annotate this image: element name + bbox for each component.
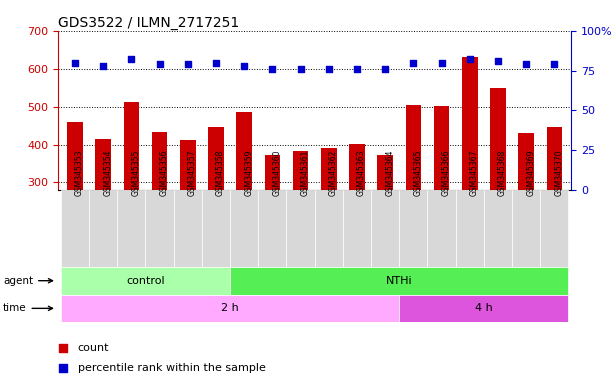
Bar <box>484 190 512 267</box>
Bar <box>343 190 371 267</box>
Text: GSM345356: GSM345356 <box>159 150 169 196</box>
Point <box>465 56 475 63</box>
Bar <box>399 190 428 267</box>
Point <box>409 60 419 66</box>
Point <box>324 66 334 72</box>
Text: GDS3522 / ILMN_2717251: GDS3522 / ILMN_2717251 <box>58 16 240 30</box>
Text: time: time <box>3 303 53 313</box>
Text: GSM345363: GSM345363 <box>357 150 366 196</box>
Bar <box>174 190 202 267</box>
Bar <box>230 267 568 295</box>
Bar <box>518 133 534 190</box>
Point <box>268 66 277 72</box>
Point <box>380 66 390 72</box>
Bar <box>321 148 337 190</box>
Point <box>352 66 362 72</box>
Text: 4 h: 4 h <box>475 303 492 313</box>
Text: GSM345369: GSM345369 <box>526 150 535 196</box>
Text: GSM345365: GSM345365 <box>414 150 422 196</box>
Point <box>211 60 221 66</box>
Text: GSM345357: GSM345357 <box>188 150 197 196</box>
Bar <box>428 190 456 267</box>
Point <box>437 60 447 66</box>
Bar <box>258 190 287 267</box>
Bar <box>540 190 568 267</box>
Text: GSM345358: GSM345358 <box>216 150 225 196</box>
Text: GSM345359: GSM345359 <box>244 150 253 196</box>
Bar <box>434 106 449 190</box>
Point <box>549 61 559 67</box>
Bar <box>89 190 117 267</box>
Bar <box>180 140 196 190</box>
Bar <box>349 144 365 190</box>
Text: GSM345362: GSM345362 <box>329 150 338 196</box>
Bar <box>406 105 421 190</box>
Point <box>58 365 68 371</box>
Bar <box>462 57 478 190</box>
Text: GSM345370: GSM345370 <box>554 150 563 196</box>
Text: GSM345364: GSM345364 <box>385 150 394 196</box>
Bar <box>456 190 484 267</box>
Bar <box>208 127 224 190</box>
Point <box>155 61 164 67</box>
Text: NTHi: NTHi <box>386 276 412 286</box>
Bar <box>61 267 230 295</box>
Bar <box>61 295 399 322</box>
Bar <box>152 132 167 190</box>
Bar <box>236 111 252 190</box>
Bar <box>490 88 506 190</box>
Text: GSM345368: GSM345368 <box>498 150 507 196</box>
Point <box>58 345 68 351</box>
Point <box>70 60 80 66</box>
Point <box>296 66 306 72</box>
Bar <box>67 122 82 190</box>
Text: control: control <box>126 276 165 286</box>
Text: 2 h: 2 h <box>221 303 239 313</box>
Text: percentile rank within the sample: percentile rank within the sample <box>78 363 265 373</box>
Point <box>183 61 192 67</box>
Text: GSM345353: GSM345353 <box>75 150 84 196</box>
Bar <box>287 190 315 267</box>
Point <box>493 58 503 64</box>
Bar <box>378 155 393 190</box>
Bar <box>512 190 540 267</box>
Bar <box>145 190 174 267</box>
Bar <box>265 155 280 190</box>
Text: GSM345360: GSM345360 <box>273 150 281 196</box>
Point <box>240 63 249 69</box>
Bar <box>547 127 562 190</box>
Point <box>521 61 531 67</box>
Text: GSM345354: GSM345354 <box>103 150 112 196</box>
Bar <box>95 139 111 190</box>
Bar <box>399 295 568 322</box>
Text: count: count <box>78 343 109 353</box>
Point <box>126 56 136 63</box>
Text: GSM345361: GSM345361 <box>301 150 310 196</box>
Bar <box>315 190 343 267</box>
Text: GSM345355: GSM345355 <box>131 150 141 196</box>
Point <box>98 63 108 69</box>
Text: GSM345366: GSM345366 <box>442 150 450 196</box>
Bar <box>371 190 399 267</box>
Bar <box>293 151 309 190</box>
Bar <box>202 190 230 267</box>
Bar <box>117 190 145 267</box>
Text: agent: agent <box>3 276 53 286</box>
Text: GSM345367: GSM345367 <box>470 150 479 196</box>
Bar <box>123 102 139 190</box>
Bar <box>61 190 89 267</box>
Bar <box>230 190 258 267</box>
